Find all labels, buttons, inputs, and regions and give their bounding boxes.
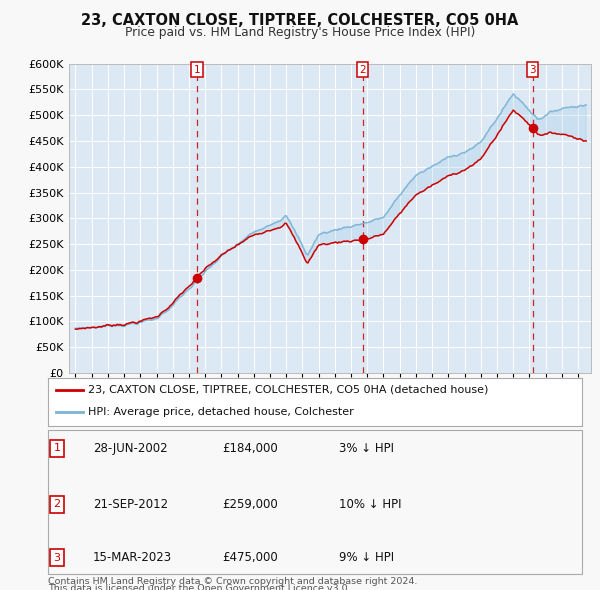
Text: 2: 2 (53, 500, 61, 509)
Text: 3: 3 (53, 553, 61, 562)
Text: 21-SEP-2012: 21-SEP-2012 (93, 498, 168, 511)
Text: 15-MAR-2023: 15-MAR-2023 (93, 551, 172, 564)
Text: £259,000: £259,000 (222, 498, 278, 511)
Text: 23, CAXTON CLOSE, TIPTREE, COLCHESTER, CO5 0HA: 23, CAXTON CLOSE, TIPTREE, COLCHESTER, C… (82, 13, 518, 28)
Text: 28-JUN-2002: 28-JUN-2002 (93, 442, 167, 455)
Text: 3: 3 (529, 65, 536, 75)
Text: 10% ↓ HPI: 10% ↓ HPI (339, 498, 401, 511)
Text: Price paid vs. HM Land Registry's House Price Index (HPI): Price paid vs. HM Land Registry's House … (125, 26, 475, 39)
Text: 1: 1 (53, 444, 61, 453)
Text: 9% ↓ HPI: 9% ↓ HPI (339, 551, 394, 564)
Text: 23, CAXTON CLOSE, TIPTREE, COLCHESTER, CO5 0HA (detached house): 23, CAXTON CLOSE, TIPTREE, COLCHESTER, C… (88, 385, 488, 395)
Text: HPI: Average price, detached house, Colchester: HPI: Average price, detached house, Colc… (88, 408, 354, 418)
Text: Contains HM Land Registry data © Crown copyright and database right 2024.: Contains HM Land Registry data © Crown c… (48, 577, 418, 586)
Text: £475,000: £475,000 (222, 551, 278, 564)
Text: This data is licensed under the Open Government Licence v3.0.: This data is licensed under the Open Gov… (48, 584, 350, 590)
Text: 2: 2 (359, 65, 366, 75)
Text: £184,000: £184,000 (222, 442, 278, 455)
Text: 1: 1 (194, 65, 200, 75)
Text: 3% ↓ HPI: 3% ↓ HPI (339, 442, 394, 455)
